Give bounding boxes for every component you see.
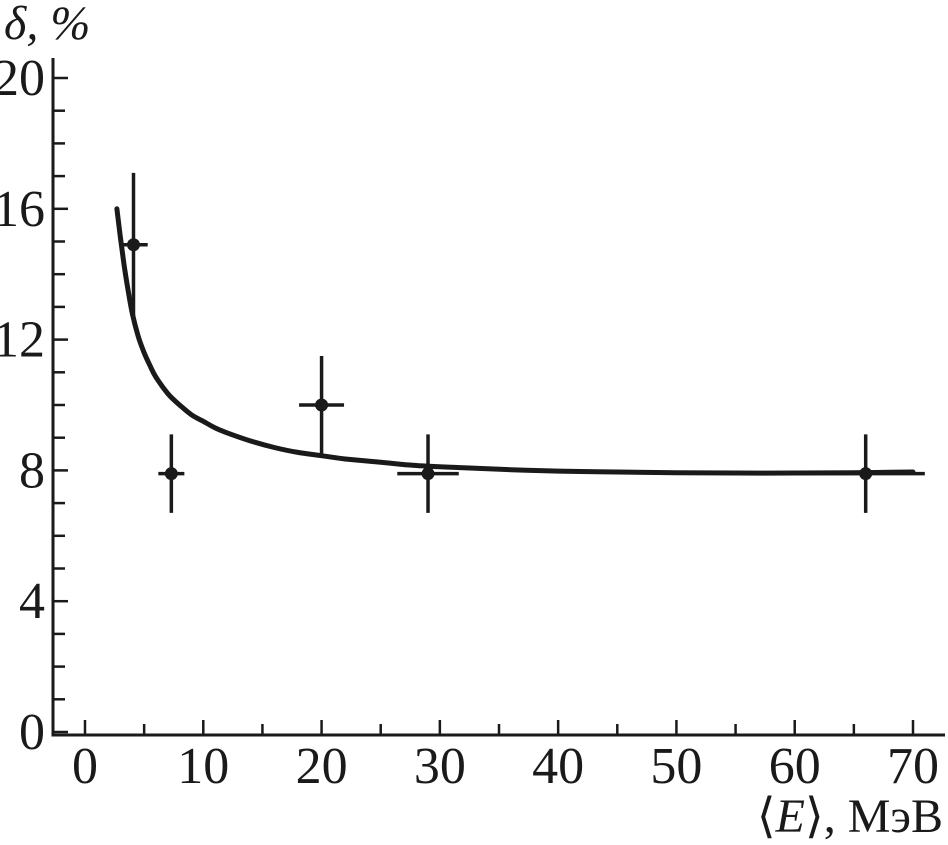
x-tick-label: 10	[177, 738, 229, 795]
x-axis-title: ⟨E⟩, МэВ	[757, 792, 943, 841]
data-point-marker	[164, 467, 178, 481]
x-tick-label: 20	[296, 738, 348, 795]
x-tick-label: 0	[72, 738, 98, 795]
x-tick-label: 30	[414, 738, 466, 795]
x-axis-separator: ,	[823, 790, 848, 843]
x-axis-open-bracket: ⟨	[756, 788, 776, 844]
y-tick-label: 0	[19, 704, 45, 761]
x-tick-label: 50	[650, 738, 702, 795]
data-point-marker	[421, 467, 435, 481]
x-axis-symbol: E	[775, 790, 805, 843]
y-axis-unit: %	[50, 0, 91, 50]
y-tick-label: 8	[19, 442, 45, 499]
y-tick-label: 20	[0, 50, 45, 107]
x-axis-unit: МэВ	[847, 790, 943, 843]
x-axis-close-bracket: ⟩	[804, 788, 824, 844]
fit-curve	[114, 206, 916, 476]
x-tick-label: 40	[532, 738, 584, 795]
y-axis-symbol: δ	[4, 0, 27, 50]
x-tick-label: 60	[769, 738, 821, 795]
data-point-marker	[315, 398, 329, 412]
y-axis-title: δ, %	[4, 0, 90, 48]
x-tick-label: 70	[887, 738, 939, 795]
y-tick-label: 12	[0, 312, 45, 369]
y-tick-label: 16	[0, 181, 45, 238]
data-point-marker	[126, 238, 140, 252]
y-tick-label: 4	[19, 573, 45, 630]
y-axis-separator: ,	[26, 0, 51, 50]
